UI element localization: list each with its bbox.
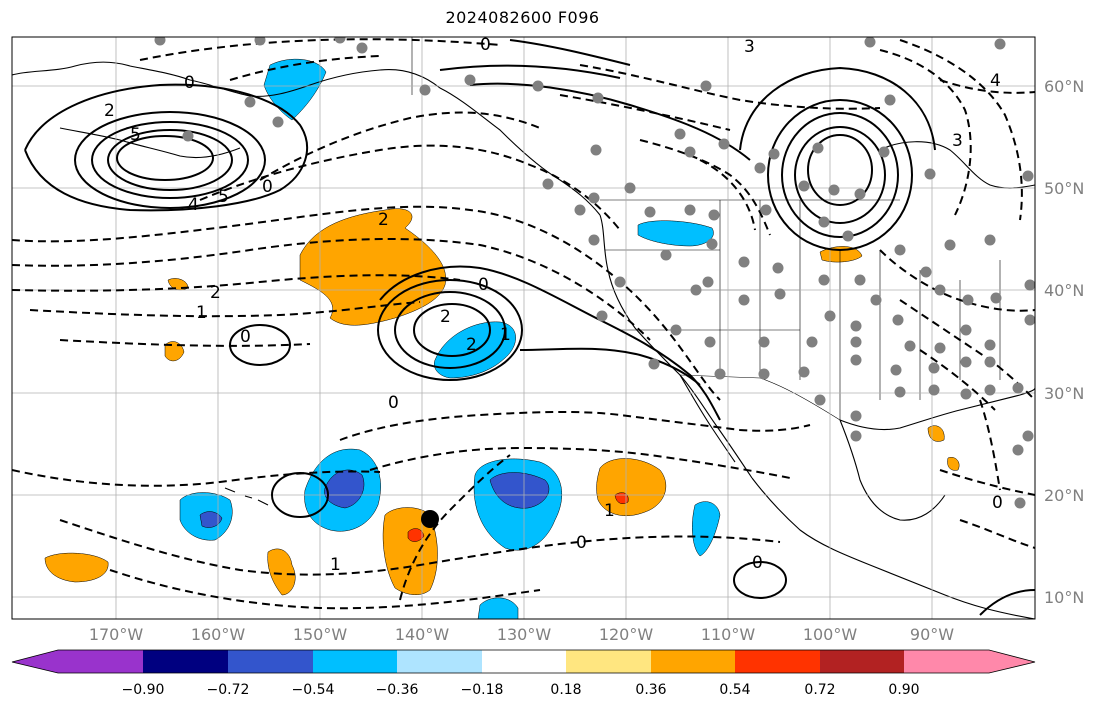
anomaly-blue-mexico-west	[692, 501, 721, 557]
alaska-coast	[12, 61, 601, 216]
colorbar-tick-label: −0.36	[375, 682, 419, 698]
colorbar-segment	[735, 650, 820, 673]
anomaly-red-southwest	[407, 528, 425, 542]
contour-label: 1	[330, 555, 341, 575]
colorbar-segment	[904, 650, 989, 673]
colorbar-tick-label: 0.54	[719, 682, 751, 698]
lat-label: 40°N	[1044, 281, 1085, 300]
map-frame	[11, 36, 1036, 620]
colorbar-tick-label: −0.54	[291, 682, 335, 698]
colorbar-segment	[482, 650, 566, 673]
positive-contours	[24, 39, 1035, 616]
contour-label: 4	[188, 195, 199, 215]
lon-label: 170°W	[88, 625, 144, 644]
contour-label: 0	[480, 35, 491, 55]
lon-label: 160°W	[190, 625, 246, 644]
anomaly-orange-southwest	[382, 507, 438, 595]
colorbar-segment	[651, 650, 735, 673]
map-title: 2024082600 F096	[445, 8, 600, 27]
contour-label: 5	[218, 187, 229, 207]
anomaly-orange-small-1	[267, 548, 296, 596]
baja-peninsula	[679, 374, 736, 463]
contour-label: 2	[466, 335, 477, 355]
lon-label: 140°W	[394, 625, 450, 644]
contour-label: 3	[744, 37, 755, 57]
lon-label: 130°W	[496, 625, 552, 644]
station-points	[154, 37, 1035, 509]
contour-label: 0	[388, 393, 399, 413]
colorbar-tick-label: 0.36	[635, 682, 667, 698]
anomaly-orange-far-west	[44, 552, 109, 583]
hawaii-islands	[224, 487, 269, 506]
graticule	[12, 37, 1035, 619]
colorbar-tick-label: −0.72	[206, 682, 250, 698]
contour-label: 5	[130, 125, 141, 145]
lat-label: 30°N	[1044, 384, 1085, 403]
contour-label: 2	[104, 101, 115, 121]
contour-label: 4	[990, 71, 1001, 91]
lat-label: 60°N	[1044, 77, 1085, 96]
gulf-west	[839, 419, 946, 521]
colorbar-tick-label: −0.90	[121, 682, 165, 698]
anomaly-orange-gulf-2	[947, 457, 960, 471]
anomaly-blue-south-edge	[477, 597, 519, 619]
colorbar-segment	[143, 650, 228, 673]
contour-label: 2	[210, 283, 221, 303]
anomaly-orange-northeast-pacific	[299, 208, 447, 326]
contour-label: 0	[576, 533, 587, 553]
anomaly-orange-baja-west	[596, 458, 667, 516]
anomaly-orange-small-2	[164, 341, 185, 362]
colorbar-segment	[566, 650, 651, 673]
colorbar-tick-label: 0.72	[804, 682, 836, 698]
contour-label: 0	[478, 275, 489, 295]
lon-label: 100°W	[802, 625, 858, 644]
colorbar-tick-label: 0.18	[550, 682, 582, 698]
contour-label: 0	[262, 177, 273, 197]
lon-label: 110°W	[700, 625, 756, 644]
colorbar-outline	[11, 649, 1036, 674]
anomaly-darkblue-central-pacific	[489, 472, 550, 509]
anomaly-red-baja-west	[614, 492, 629, 504]
anomaly-darkblue-west	[199, 511, 223, 528]
contour-label: 1	[500, 325, 511, 345]
contour-label: 2	[378, 210, 389, 230]
lon-label: 120°W	[598, 625, 654, 644]
borders	[411, 37, 1001, 421]
contour-label: 1	[196, 303, 207, 323]
colorbar-tick-label: 0.90	[888, 682, 920, 698]
colorbar	[11, 649, 1036, 674]
colorbar-segment	[820, 650, 904, 673]
lon-label: 90°W	[909, 625, 955, 644]
mexico-coast	[751, 477, 1035, 619]
colorbar-segment	[58, 650, 143, 673]
colorbar-extend-high	[989, 650, 1035, 673]
colorbar-segment	[313, 650, 397, 673]
lat-label: 20°N	[1044, 486, 1085, 505]
colorbar-segment	[397, 650, 482, 673]
contour-label: 0	[184, 73, 195, 93]
contour-label: 0	[240, 327, 251, 347]
colorbar-segment	[228, 650, 313, 673]
lon-label: 150°W	[292, 625, 348, 644]
shaded-anomalies	[44, 58, 960, 619]
colorbar-tick-label: −0.18	[460, 682, 504, 698]
lat-label: 50°N	[1044, 179, 1085, 198]
location-marker	[421, 510, 439, 528]
contour-label: 1	[604, 501, 615, 521]
contour-label: 3	[952, 131, 963, 151]
contour-label: 0	[992, 493, 1003, 513]
contour-labels: 0 0 0 0 0 0 0 0 0 2 2 2 2 2 1 1 1 1 3 3 …	[104, 35, 1003, 575]
contour-label: 0	[752, 553, 763, 573]
lat-label: 10°N	[1044, 588, 1085, 607]
contour-label: 2	[440, 307, 451, 327]
colorbar-extend-low	[12, 650, 58, 673]
